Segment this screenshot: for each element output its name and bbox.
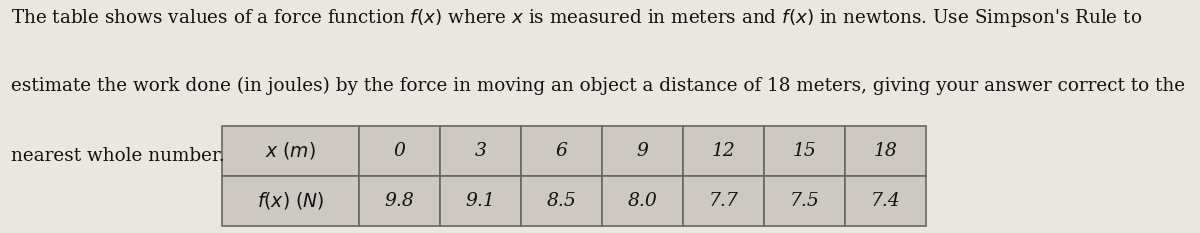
Text: 9.8: 9.8: [385, 192, 414, 210]
Bar: [359, 176, 440, 226]
Text: 8.0: 8.0: [628, 192, 658, 210]
Bar: [521, 176, 602, 226]
Bar: [440, 126, 521, 176]
Bar: [683, 176, 764, 226]
Bar: [602, 126, 683, 176]
Bar: [845, 176, 926, 226]
Bar: [521, 126, 602, 176]
Bar: [222, 176, 359, 226]
Bar: [440, 176, 521, 226]
Bar: [845, 126, 926, 176]
Text: estimate the work done (in joules) by the force in moving an object a distance o: estimate the work done (in joules) by th…: [11, 77, 1186, 95]
Text: 6: 6: [556, 142, 568, 160]
Text: nearest whole number.: nearest whole number.: [11, 147, 224, 165]
Text: 0: 0: [394, 142, 406, 160]
Text: $f(x)\ (N)$: $f(x)\ (N)$: [257, 190, 324, 212]
Text: 7.5: 7.5: [790, 192, 820, 210]
Text: 7.7: 7.7: [708, 192, 738, 210]
Text: 12: 12: [712, 142, 736, 160]
Text: 18: 18: [874, 142, 898, 160]
Text: 8.5: 8.5: [547, 192, 576, 210]
Text: 15: 15: [792, 142, 816, 160]
Text: 3: 3: [475, 142, 486, 160]
Bar: [683, 126, 764, 176]
Bar: [764, 126, 845, 176]
Bar: [222, 126, 359, 176]
Text: $x\ (m)$: $x\ (m)$: [265, 140, 316, 161]
Bar: [359, 126, 440, 176]
Text: 7.4: 7.4: [870, 192, 900, 210]
Text: 9.1: 9.1: [466, 192, 496, 210]
Bar: [764, 176, 845, 226]
Bar: [602, 176, 683, 226]
Text: The table shows values of a force function $f(x)$ where $x$ is measured in meter: The table shows values of a force functi…: [11, 7, 1142, 29]
Text: 9: 9: [636, 142, 648, 160]
